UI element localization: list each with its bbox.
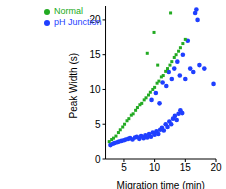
svg-text:15: 15: [180, 162, 192, 173]
svg-text:20: 20: [210, 162, 218, 173]
svg-text:10: 10: [89, 84, 101, 95]
svg-text:Migration time (min): Migration time (min): [117, 180, 205, 189]
svg-text:15: 15: [89, 49, 101, 60]
svg-text:5: 5: [121, 162, 127, 173]
svg-text:0: 0: [95, 154, 101, 165]
svg-text:10: 10: [149, 162, 161, 173]
svg-text:20: 20: [89, 14, 101, 25]
svg-text:5: 5: [95, 119, 101, 130]
svg-text:Peak Width (s): Peak Width (s): [68, 53, 79, 119]
